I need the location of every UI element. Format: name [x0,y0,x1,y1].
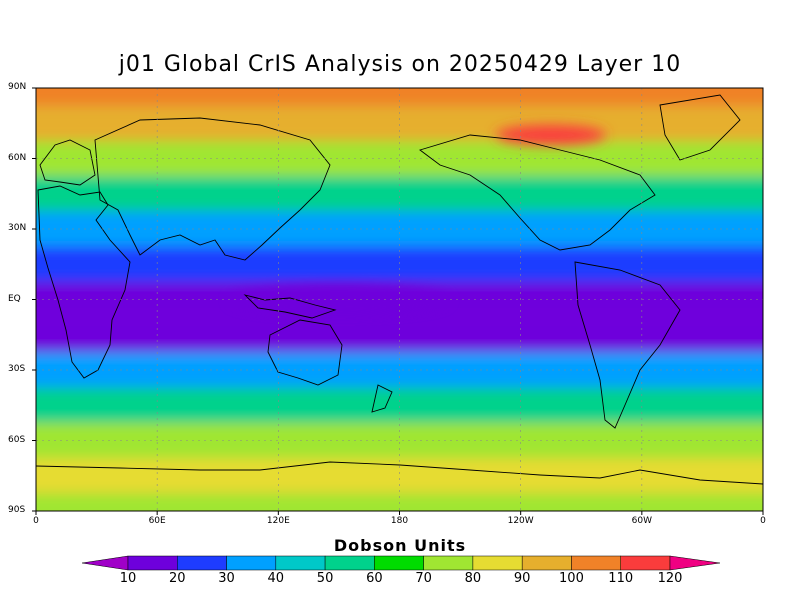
coastline-north-america [419,134,656,251]
colorbar-tick-label: 50 [316,571,334,586]
lon-tick-label: 0 [33,516,39,526]
lon-tick-label: 120E [266,516,290,526]
coastline-overlay [36,94,763,485]
colorbar-tick-label: 80 [464,571,482,586]
lon-tick-label: 60W [631,516,652,526]
coastline-new-zealand [371,384,393,413]
chart-title: j01 Global CrIS Analysis on 20250429 Lay… [118,52,682,77]
coastline-indonesia [243,294,337,319]
colorbar-tick-label: 100 [559,571,584,586]
zonal-band [36,387,763,423]
zonal-band [36,105,763,141]
lon-tick-label: 120W [507,516,534,526]
feature-blob [228,285,449,314]
colorbar-tick-label: 40 [267,571,285,586]
colorbar-tick-label: 30 [218,571,235,586]
coastline-antarctica [36,461,763,485]
colorbar-tick-label: 90 [513,571,531,586]
lon-tick-label: 180 [390,516,409,526]
colorbar-title: Dobson Units [333,536,467,555]
lon-tick-label: 0 [760,516,766,526]
lat-tick-label: 90S [8,505,26,515]
colorbar-tick-label: 120 [657,571,683,586]
colorbar-tick-label: 20 [168,571,186,586]
lat-tick-label: EQ [8,293,21,304]
coastline-south-america [574,261,681,429]
colorbar-tick-label: 110 [608,571,634,586]
coastline-australia [267,319,343,386]
graticule [36,88,763,511]
zonal-band [36,176,763,212]
colorbar-tick-label: 70 [415,571,432,586]
lon-tick-label: 60E [148,516,166,526]
coastline-greenland [659,94,741,161]
colorbar-tick-label: 10 [119,571,137,586]
lat-tick-label: 30S [8,364,26,374]
zonal-band [36,458,763,494]
lat-tick-label: 90N [8,82,27,92]
coastline-africa [37,185,131,379]
colorbar-tick-label: 60 [366,571,383,586]
lat-tick-label: 60N [8,152,27,163]
lat-tick-label: 30N [8,223,27,233]
lat-tick-label: 60S [8,434,26,445]
coastline-asia [94,117,331,261]
coastline-europe [39,139,96,186]
zonal-band [36,88,763,106]
feature-blob [495,125,606,145]
